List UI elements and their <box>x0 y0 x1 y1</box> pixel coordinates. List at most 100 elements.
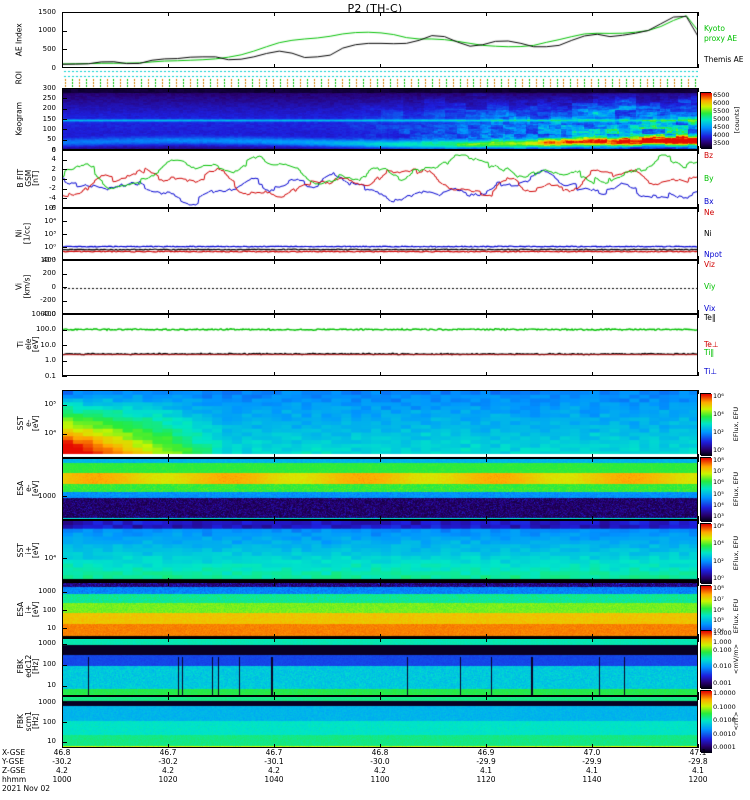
axis-tick-y-gse-0: -30.2 <box>52 757 72 766</box>
ytick-fbk-edc12-2: 10 <box>47 681 56 690</box>
xtick-top-esa-ion-3 <box>380 582 381 586</box>
ytick-ti-3: 1.0 <box>44 356 56 364</box>
ytick-mark-fbk-edc12-1 <box>62 664 67 666</box>
esa-electron-spectrogram <box>63 459 697 519</box>
panel-roi <box>62 68 698 88</box>
ytick-mark-esa-ion-1 <box>62 610 67 611</box>
legend-ni-2: Npot <box>704 249 722 259</box>
colorbar-tick-fbk-edc12-3: 0.001 <box>713 679 732 687</box>
xtick-bottom-ti-1 <box>168 372 170 376</box>
colorbar-tick-keogram-5: 4000 <box>713 131 730 139</box>
ytick-mark-b-fit-2 <box>62 169 67 171</box>
xtick-top-b-fit-1 <box>168 150 170 154</box>
xtick-top-esa-electron-1 <box>168 458 170 462</box>
colorbar-tick-esa-ion-4: 10⁴ <box>713 627 724 636</box>
colorbar-tick-keogram-0: 6500 <box>713 91 730 99</box>
colorbar-label-esa-electron: EFlux, EFU <box>732 471 740 507</box>
xtick-bottom-sst-electron-6 <box>698 454 699 458</box>
colorbar-tick-sst-electron-1: 10⁴ <box>713 410 724 418</box>
ytick-mark-vi-3 <box>62 300 67 302</box>
xtick-bottom-keogram-2 <box>273 146 275 150</box>
axis-tick-z-gse-5: 4.1 <box>586 766 598 775</box>
xtick-top-ae-index-0 <box>62 12 63 16</box>
panel-fbk-scm1 <box>62 696 698 748</box>
axis-row-label-x-gse: X-GSE <box>2 748 26 757</box>
xtick-top-ae-index-3 <box>380 12 381 16</box>
xtick-top-ti-6 <box>698 314 699 318</box>
xtick-top-keogram-6 <box>698 88 699 92</box>
xtick-top-esa-ion-6 <box>698 582 699 586</box>
xtick-bottom-fbk-edc12-2 <box>273 692 275 696</box>
ytick-keogram-2: 200 <box>42 104 56 113</box>
ytick-b-fit-1: 4 <box>51 155 56 164</box>
colorbar-tick-sst-ion-2: 10² <box>713 556 724 565</box>
xtick-bottom-esa-ion-1 <box>168 634 170 638</box>
colorbar-sst-electron <box>700 393 712 456</box>
xtick-bottom-b-fit-2 <box>273 204 275 208</box>
xtick-top-vi-1 <box>168 260 170 264</box>
xtick-bottom-sst-ion-1 <box>168 578 170 582</box>
ytick-ni-1: 10⁴ <box>44 216 56 225</box>
xtick-top-fbk-edc12-1 <box>168 638 170 642</box>
axis-tick-y-gse-1: -30.2 <box>158 757 178 766</box>
xtick-bottom-vi-5 <box>591 310 593 314</box>
xtick-bottom-vi-0 <box>62 310 63 314</box>
ytick-sst-ion-0: 10⁴ <box>44 553 56 562</box>
fbk-edc12-spectrogram <box>63 639 697 695</box>
colorbar-tick-fbk-edc12-2: 0.010 <box>713 662 732 671</box>
ytick-mark-esa-ion-2 <box>62 628 67 630</box>
xtick-bottom-sst-ion-3 <box>380 578 381 582</box>
xtick-top-fbk-scm1-4 <box>486 696 488 700</box>
xtick-bottom-ae-index-5 <box>591 64 593 68</box>
xtick-bottom-esa-ion-2 <box>273 634 275 638</box>
axis-tick-y-gse-4: -29.9 <box>476 757 496 766</box>
colorbar-sst-ion <box>700 523 712 584</box>
xtick-bottom-ae-index-6 <box>698 64 699 68</box>
xtick-bottom-esa-electron-5 <box>591 516 593 520</box>
ytick-sst-electron-1: 10⁴ <box>44 429 56 438</box>
ytick-ae-index-1: 1000 <box>38 26 56 35</box>
fbk-scm1-spectrogram <box>63 697 697 747</box>
xtick-top-esa-electron-0 <box>62 458 63 462</box>
xtick-bottom-esa-ion-3 <box>380 634 381 638</box>
xtick-bottom-esa-ion-6 <box>698 634 699 638</box>
ytick-fbk-edc12-1: 100 <box>42 660 56 669</box>
axis-tick-x-gse-1: 46.7 <box>159 748 177 757</box>
ytick-b-fit-3: 0 <box>51 174 56 183</box>
colorbar-label-sst-ion: EFlux, EFU <box>732 535 740 571</box>
colorbar-gradient-sst-electron <box>701 394 712 456</box>
colorbar-gradient-fbk-edc12 <box>701 631 712 689</box>
xtick-top-sst-ion-1 <box>168 520 170 524</box>
colorbar-tick-esa-ion-0: 10⁸ <box>713 584 724 592</box>
xtick-bottom-esa-electron-4 <box>486 516 488 520</box>
xtick-bottom-b-fit-5 <box>591 204 593 208</box>
ytick-mark-b-fit-3 <box>62 179 67 180</box>
xtick-bottom-fbk-scm1-4 <box>486 744 488 748</box>
xtick-bottom-keogram-6 <box>698 146 699 150</box>
xtick-bottom-b-fit-0 <box>62 204 63 208</box>
legend-ni-1: Ni <box>704 229 712 238</box>
ytick-mark-keogram-4 <box>62 129 67 131</box>
axis-tick-y-gse-2: -30.1 <box>264 757 284 766</box>
ytick-mark-fbk-scm1-0 <box>62 702 67 704</box>
colorbar-tick-sst-ion-0: 10⁶ <box>713 522 724 530</box>
ytick-mark-ni-1 <box>62 221 67 222</box>
ytick-vi-3: -200 <box>40 296 56 304</box>
xtick-bottom-esa-electron-6 <box>698 516 699 520</box>
xtick-top-fbk-edc12-0 <box>62 638 63 642</box>
xtick-bottom-keogram-0 <box>62 146 63 150</box>
xtick-top-sst-electron-6 <box>698 390 699 394</box>
roi-markers <box>62 68 698 88</box>
legend-ae-index-1: proxy AE <box>704 33 738 43</box>
colorbar-tick-sst-electron-0: 10⁶ <box>713 392 724 400</box>
axis-tick-z-gse-4: 4.1 <box>480 766 492 775</box>
panel-b-fit <box>62 150 698 208</box>
colorbar-gradient-fbk-scm1 <box>701 691 712 753</box>
xtick-top-fbk-scm1-2 <box>273 696 275 700</box>
ytick-esa-ion-1: 100 <box>42 605 56 614</box>
panel-esa-ion <box>62 582 698 638</box>
xtick-bottom-esa-electron-0 <box>62 516 63 520</box>
axis-tick-z-gse-1: 4.2 <box>162 766 174 775</box>
xtick-bottom-b-fit-6 <box>698 204 699 208</box>
ytick-mark-fbk-edc12-0 <box>62 643 67 645</box>
